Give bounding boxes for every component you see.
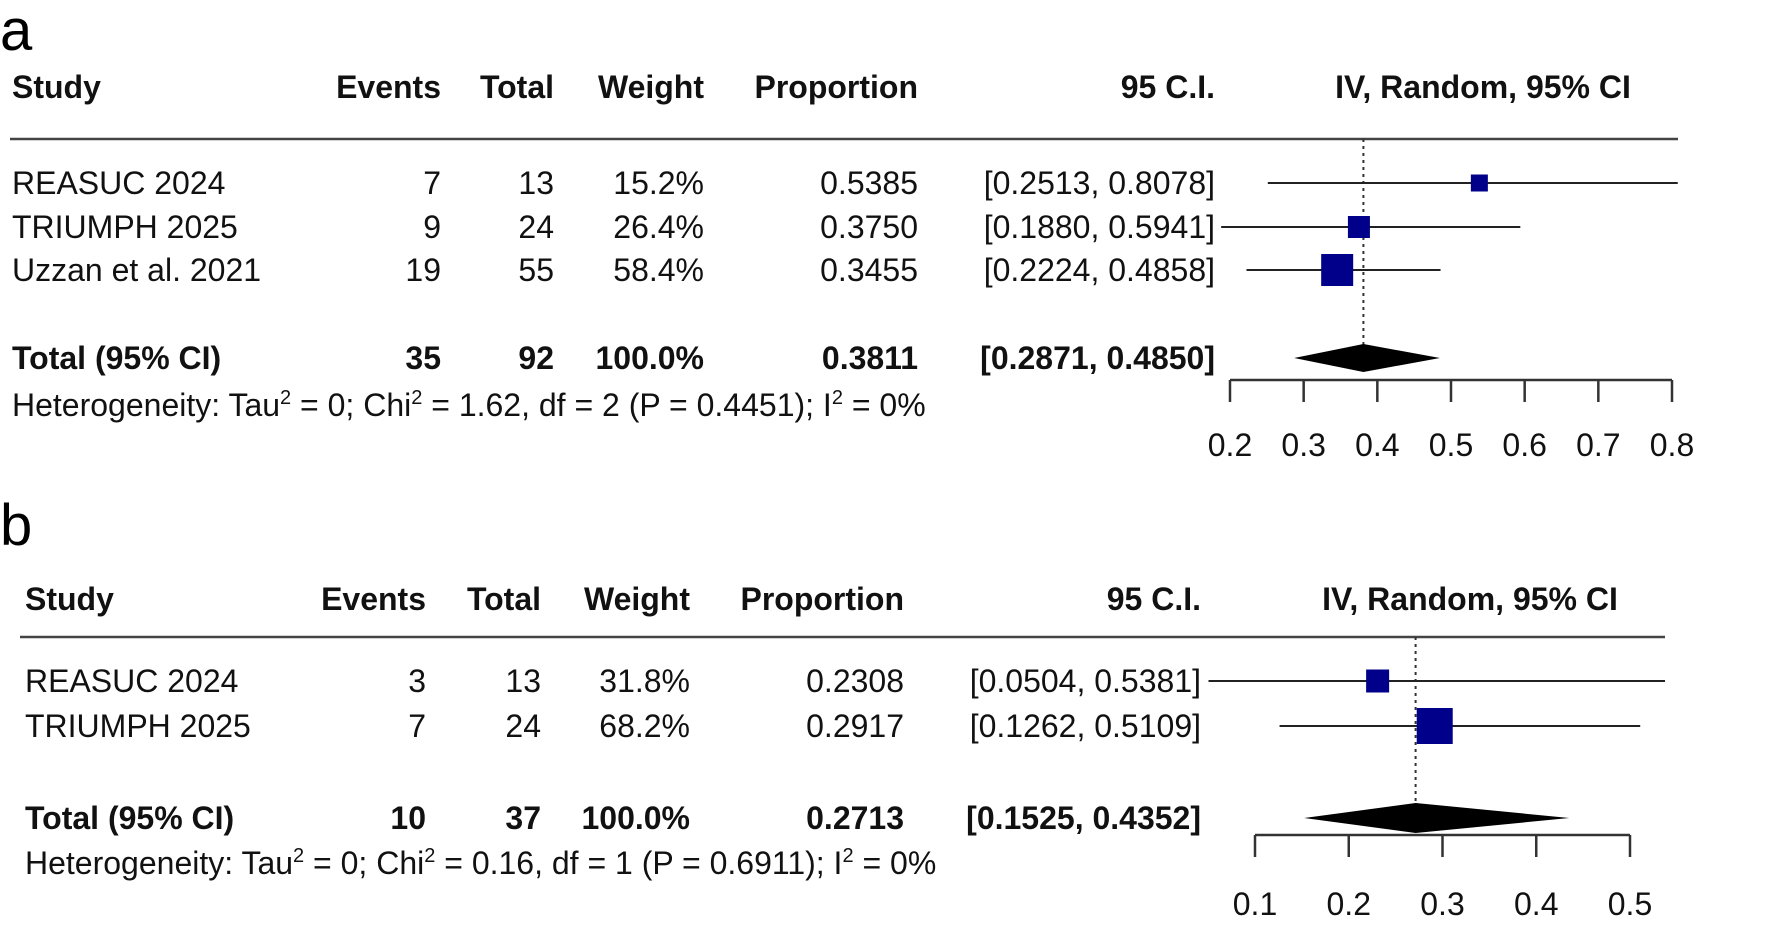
- study-row-total: 13: [505, 663, 541, 699]
- total-row-ci: [0.1525, 0.4352]: [966, 800, 1201, 836]
- study-row-weight: 58.4%: [613, 252, 704, 288]
- x-tick-label: 0.5: [1429, 427, 1473, 463]
- header-proportion: Proportion: [754, 69, 918, 105]
- study-row-events: 3: [408, 663, 426, 699]
- study-row-name: Uzzan et al. 2021: [12, 252, 261, 288]
- study-row-name: REASUC 2024: [12, 165, 225, 201]
- study-row-proportion: 0.5385: [820, 165, 918, 201]
- total-row-weight: 100.0%: [595, 340, 704, 376]
- x-tick-label: 0.3: [1420, 886, 1464, 922]
- x-tick-label: 0.7: [1576, 427, 1620, 463]
- study-row-weight: 15.2%: [613, 165, 704, 201]
- study-row-total: 55: [518, 252, 554, 288]
- header-weight: Weight: [598, 69, 704, 105]
- header-events: Events: [336, 69, 441, 105]
- study-row-name: TRIUMPH 2025: [12, 209, 238, 245]
- panel-label: b: [0, 493, 32, 558]
- study-estimate-square: [1347, 216, 1370, 238]
- x-tick-label: 0.6: [1502, 427, 1546, 463]
- x-tick-label: 0.8: [1650, 427, 1694, 463]
- study-row-ci: [0.2224, 0.4858]: [984, 252, 1215, 288]
- total-row-proportion: 0.3811: [822, 340, 918, 376]
- pooled-diamond: [1304, 803, 1570, 833]
- x-tick-label: 0.1: [1233, 886, 1277, 922]
- panel-b: b Study Events Total Weight Proportion 95 C.I.…: [0, 493, 1665, 922]
- x-tick-label: 0.4: [1514, 886, 1558, 922]
- header-events: Events: [321, 581, 426, 617]
- study-row-ci: [0.1262, 0.5109]: [970, 708, 1201, 744]
- heterogeneity-text: Heterogeneity: Tau2 = 0; Chi2 = 0.16, df…: [25, 845, 936, 881]
- x-tick-label: 0.2: [1327, 886, 1371, 922]
- total-row-name: Total (95% CI): [25, 800, 234, 836]
- header-plot: IV, Random, 95% CI: [1335, 69, 1631, 105]
- header-weight: Weight: [584, 581, 690, 617]
- heterogeneity-p1: Heterogeneity: Tau: [25, 845, 293, 881]
- study-estimate-square: [1470, 174, 1488, 192]
- total-row-total: 92: [518, 340, 554, 376]
- total-row-events: 10: [390, 800, 426, 836]
- header-plot: IV, Random, 95% CI: [1322, 581, 1618, 617]
- study-row-name: REASUC 2024: [25, 663, 238, 699]
- panel-label: a: [0, 0, 33, 63]
- study-row-events: 9: [423, 209, 441, 245]
- study-row-total: 13: [518, 165, 554, 201]
- header-study: Study: [12, 69, 101, 105]
- heterogeneity-p2: = 0; Chi: [291, 387, 411, 423]
- heterogeneity-p3: = 0.16, df = 1 (P = 0.6911); I: [435, 845, 842, 881]
- total-row-weight: 100.0%: [581, 800, 690, 836]
- heterogeneity-s1: 2: [293, 845, 304, 867]
- total-row-name: Total (95% CI): [12, 340, 221, 376]
- header-study: Study: [25, 581, 114, 617]
- heterogeneity-p2: = 0; Chi: [304, 845, 424, 881]
- study-row-proportion: 0.2308: [806, 663, 904, 699]
- heterogeneity-text: Heterogeneity: Tau2 = 0; Chi2 = 1.62, df…: [12, 387, 926, 423]
- study-row-proportion: 0.3455: [820, 252, 918, 288]
- header-ci: 95 C.I.: [1107, 581, 1201, 617]
- total-row-ci: [0.2871, 0.4850]: [980, 340, 1215, 376]
- heterogeneity-s3: 2: [842, 845, 853, 867]
- study-row-ci: [0.1880, 0.5941]: [984, 209, 1215, 245]
- study-row-events: 7: [423, 165, 441, 201]
- study-row-ci: [0.2513, 0.8078]: [984, 165, 1215, 201]
- study-row-total: 24: [518, 209, 554, 245]
- study-row-proportion: 0.2917: [806, 708, 904, 744]
- study-row-weight: 31.8%: [599, 663, 690, 699]
- heterogeneity-s2: 2: [411, 387, 422, 409]
- heterogeneity-p1: Heterogeneity: Tau: [12, 387, 280, 423]
- x-tick-label: 0.4: [1355, 427, 1399, 463]
- total-row-total: 37: [505, 800, 541, 836]
- study-row-weight: 68.2%: [599, 708, 690, 744]
- heterogeneity-s1: 2: [280, 387, 291, 409]
- total-row-events: 35: [405, 340, 441, 376]
- study-row-events: 19: [405, 252, 441, 288]
- heterogeneity-s3: 2: [832, 387, 843, 409]
- panel-a: a Study Events Total Weight Proportion 95 C.I.…: [0, 0, 1694, 463]
- x-tick-label: 0.2: [1208, 427, 1252, 463]
- header-proportion: Proportion: [740, 581, 904, 617]
- study-row-total: 24: [505, 708, 541, 744]
- x-tick-label: 0.3: [1281, 427, 1325, 463]
- heterogeneity-s2: 2: [424, 845, 435, 867]
- heterogeneity-p4: = 0%: [854, 845, 937, 881]
- header-ci: 95 C.I.: [1121, 69, 1215, 105]
- header-total: Total: [467, 581, 541, 617]
- pooled-diamond: [1294, 344, 1440, 372]
- study-row-weight: 26.4%: [613, 209, 704, 245]
- heterogeneity-p3: = 1.62, df = 2 (P = 0.4451); I: [422, 387, 831, 423]
- header-total: Total: [480, 69, 554, 105]
- study-row-name: TRIUMPH 2025: [25, 708, 251, 744]
- total-row-proportion: 0.2713: [806, 800, 904, 836]
- study-estimate-square: [1321, 254, 1354, 286]
- heterogeneity-p4: = 0%: [843, 387, 926, 423]
- study-row-events: 7: [408, 708, 426, 744]
- study-estimate-square: [1416, 708, 1453, 744]
- study-row-proportion: 0.3750: [820, 209, 918, 245]
- study-estimate-square: [1366, 669, 1390, 693]
- x-tick-label: 0.5: [1608, 886, 1652, 922]
- study-row-ci: [0.0504, 0.5381]: [970, 663, 1201, 699]
